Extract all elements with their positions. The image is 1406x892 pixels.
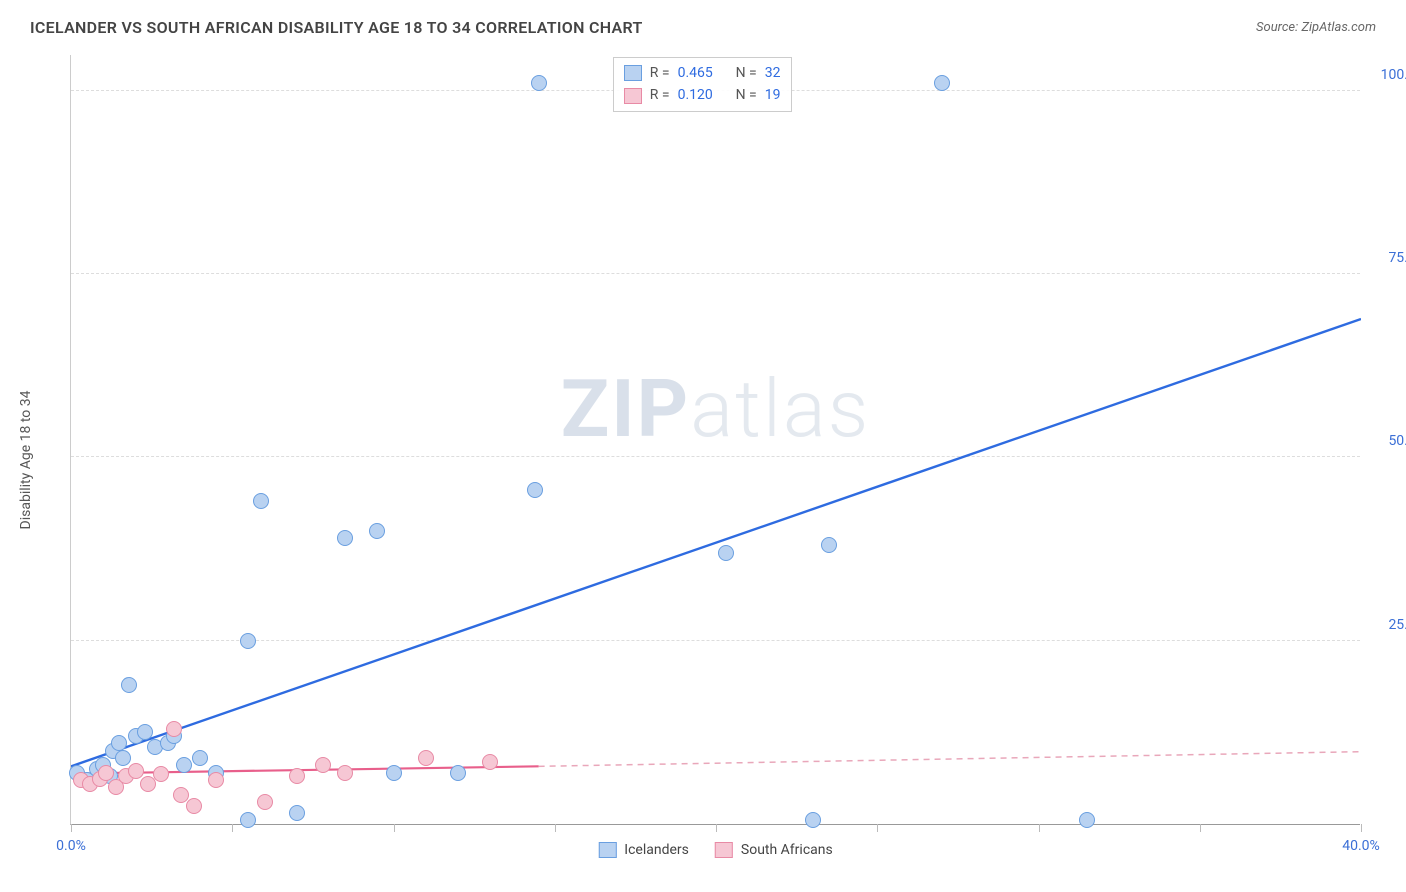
data-point-south_africans: [128, 763, 144, 779]
data-point-south_africans: [186, 798, 202, 814]
x-tick: [71, 824, 72, 832]
legend-swatch: [624, 65, 642, 81]
correlation-row-icelanders: R = 0.465 N = 32: [624, 62, 781, 84]
chart-container: Disability Age 18 to 34 ZIPatlas 25.0%50…: [20, 45, 1386, 875]
correlation-row-south_africans: R = 0.120 N = 19: [624, 84, 781, 106]
data-point-south_africans: [315, 757, 331, 773]
x-tick: [1200, 824, 1201, 832]
x-tick: [555, 824, 556, 832]
data-point-icelanders: [450, 765, 466, 781]
data-point-icelanders: [805, 812, 821, 828]
legend-label: South Africans: [741, 842, 833, 858]
data-point-icelanders: [386, 765, 402, 781]
data-point-south_africans: [482, 754, 498, 770]
source-name: ZipAtlas.com: [1301, 20, 1376, 35]
correlation-legend: R = 0.465 N = 32 R = 0.120 N = 19: [613, 57, 792, 112]
data-point-icelanders: [137, 724, 153, 740]
legend-item-icelanders: Icelanders: [598, 842, 689, 858]
data-point-south_africans: [98, 765, 114, 781]
data-point-icelanders: [1079, 812, 1095, 828]
data-point-icelanders: [821, 537, 837, 553]
y-tick-label: 25.0%: [1366, 617, 1406, 633]
r-label: R =: [650, 62, 670, 84]
watermark-suffix: atlas: [690, 362, 870, 456]
source-attribution: Source: ZipAtlas.com: [1256, 20, 1376, 35]
chart-header: ICELANDER VS SOUTH AFRICAN DISABILITY AG…: [0, 0, 1406, 45]
legend-swatch: [598, 842, 616, 858]
x-tick: [1039, 824, 1040, 832]
x-tick: [394, 824, 395, 832]
data-point-icelanders: [527, 482, 543, 498]
y-tick-label: 100.0%: [1366, 67, 1406, 83]
n-label: N =: [736, 62, 757, 84]
data-point-icelanders: [289, 805, 305, 821]
chart-title: ICELANDER VS SOUTH AFRICAN DISABILITY AG…: [30, 18, 643, 37]
data-point-icelanders: [115, 750, 131, 766]
x-tick: [1361, 824, 1362, 832]
n-label: N =: [736, 84, 757, 106]
n-value: 32: [765, 62, 781, 84]
y-axis-label: Disability Age 18 to 34: [18, 391, 34, 530]
data-point-icelanders: [240, 633, 256, 649]
data-point-icelanders: [111, 735, 127, 751]
data-point-icelanders: [369, 523, 385, 539]
r-value: 0.465: [678, 62, 728, 84]
source-label: Source:: [1256, 20, 1301, 35]
data-point-icelanders: [121, 677, 137, 693]
legend-item-south_africans: South Africans: [715, 842, 833, 858]
data-point-south_africans: [289, 768, 305, 784]
gridline-h: [71, 640, 1360, 641]
legend-label: Icelanders: [624, 842, 689, 858]
data-point-south_africans: [208, 772, 224, 788]
data-point-south_africans: [166, 721, 182, 737]
r-label: R =: [650, 84, 670, 106]
data-point-icelanders: [337, 530, 353, 546]
data-point-icelanders: [253, 493, 269, 509]
x-tick: [877, 824, 878, 832]
data-point-icelanders: [192, 750, 208, 766]
data-point-south_africans: [257, 794, 273, 810]
data-point-icelanders: [176, 757, 192, 773]
plot-area: ZIPatlas 25.0%50.0%75.0%100.0%0.0%40.0%R…: [70, 55, 1360, 825]
watermark: ZIPatlas: [561, 362, 871, 456]
x-tick: [716, 824, 717, 832]
x-tick-label: 0.0%: [56, 838, 86, 854]
r-value: 0.120: [678, 84, 728, 106]
x-tick: [232, 824, 233, 832]
data-point-icelanders: [718, 545, 734, 561]
y-tick-label: 50.0%: [1366, 433, 1406, 449]
trend-line-icelanders: [71, 319, 1361, 766]
data-point-south_africans: [153, 766, 169, 782]
x-tick-label: 40.0%: [1342, 838, 1380, 854]
data-point-icelanders: [934, 75, 950, 91]
data-point-icelanders: [531, 75, 547, 91]
data-point-icelanders: [240, 812, 256, 828]
trend-line-ext-south_africans: [539, 752, 1361, 767]
y-tick-label: 75.0%: [1366, 250, 1406, 266]
watermark-prefix: ZIP: [561, 362, 691, 456]
data-point-south_africans: [337, 765, 353, 781]
legend-swatch: [624, 88, 642, 104]
gridline-h: [71, 456, 1360, 457]
trend-lines: [71, 55, 1361, 825]
n-value: 19: [765, 84, 781, 106]
gridline-h: [71, 273, 1360, 274]
series-legend: Icelanders South Africans: [598, 842, 832, 858]
legend-swatch: [715, 842, 733, 858]
data-point-south_africans: [418, 750, 434, 766]
